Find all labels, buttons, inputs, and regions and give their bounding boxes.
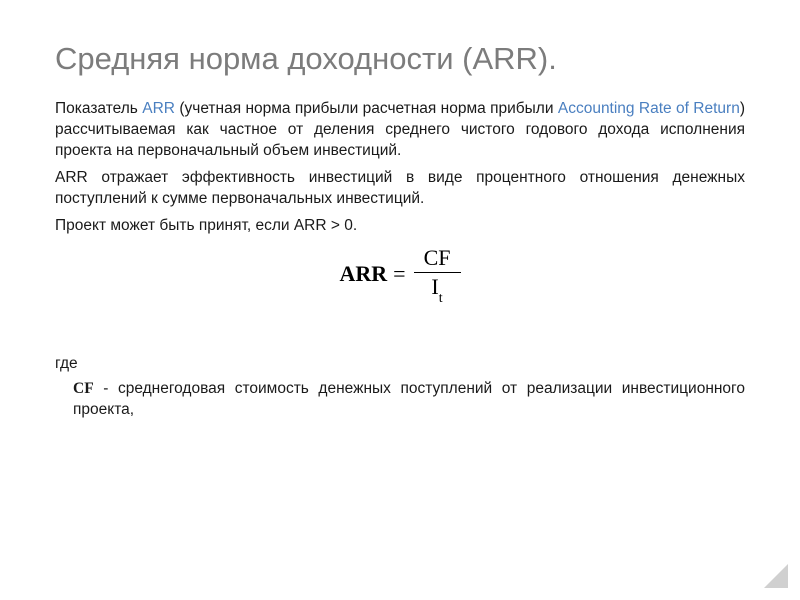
formula-equals: = xyxy=(393,261,405,287)
where-definition: CF - среднегодовая стоимость денежных по… xyxy=(55,379,745,421)
para1-text-mid: (учетная норма прибыли расчетная норма п… xyxy=(175,100,558,117)
slide-title: Средняя норма доходности (ARR). xyxy=(55,40,745,77)
para1-link-accounting: Accounting Rate of Return xyxy=(558,100,740,117)
paragraph-2: ARR отражает эффективность инвестиций в … xyxy=(55,168,745,210)
where-label: где xyxy=(55,354,745,375)
para1-link-arr: ARR xyxy=(142,100,175,117)
formula-denominator: It xyxy=(421,273,452,304)
formula: ARR = CF It xyxy=(55,245,745,304)
paragraph-1: Показатель ARR (учетная норма прибыли ра… xyxy=(55,99,745,162)
where-def-cf: CF xyxy=(73,380,94,397)
where-block: где CF - среднегодовая стоимость денежны… xyxy=(55,354,745,421)
formula-den-subscript: t xyxy=(439,291,443,306)
formula-lhs: ARR xyxy=(339,261,387,287)
para1-text-pre: Показатель xyxy=(55,100,142,117)
page-corner-icon xyxy=(764,564,788,588)
formula-den-base: I xyxy=(431,274,438,299)
paragraph-3: Проект может быть принят, если ARR > 0. xyxy=(55,216,745,237)
formula-fraction: CF It xyxy=(414,245,461,304)
formula-numerator: CF xyxy=(414,245,461,273)
where-def-text: - среднегодовая стоимость денежных посту… xyxy=(73,380,745,418)
